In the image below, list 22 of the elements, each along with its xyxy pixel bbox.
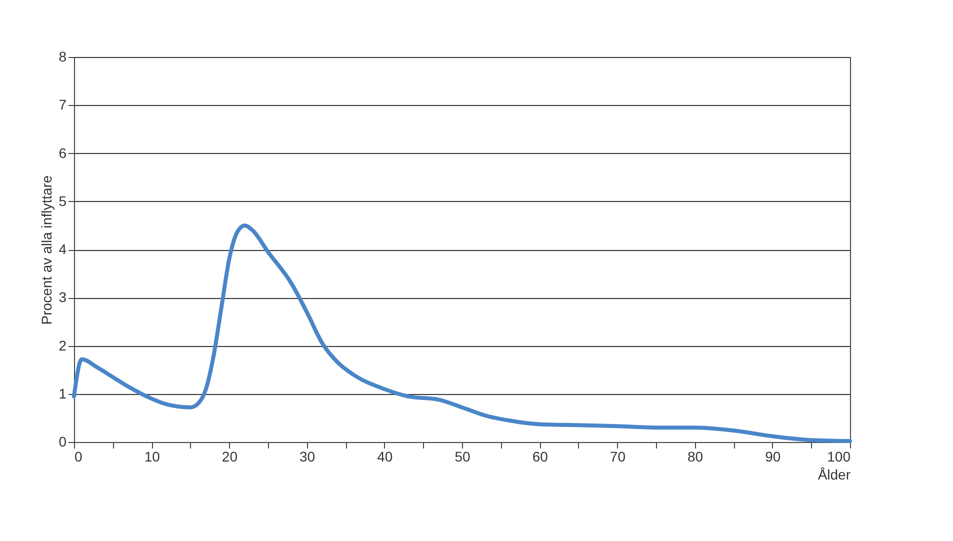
x-tick-label: 40 <box>377 448 393 464</box>
x-tick-label: 30 <box>300 448 316 464</box>
x-tick-label: 100 <box>827 448 851 464</box>
x-tick-label: 90 <box>765 448 781 464</box>
x-tick-label: 0 <box>74 448 82 464</box>
x-tick-label: 50 <box>454 448 470 464</box>
y-tick-label: 0 <box>58 434 67 450</box>
y-tick-label: 3 <box>58 289 67 306</box>
x-tick-label: 70 <box>610 448 626 464</box>
y-tick-label: 7 <box>58 96 67 113</box>
x-tick-label: 10 <box>144 448 160 464</box>
x-axis-title: Ålder <box>818 466 851 482</box>
y-tick-label: 4 <box>58 241 67 257</box>
y-tick-label: 6 <box>58 144 67 161</box>
x-tick-label: 20 <box>222 448 238 464</box>
y-tick-label: 8 <box>58 48 67 64</box>
y-tick-label: 2 <box>58 337 67 354</box>
y-tick-label: 5 <box>58 192 67 209</box>
y-tick-label: 1 <box>58 385 67 402</box>
x-tick-label: 80 <box>688 448 704 464</box>
x-tick-label: 60 <box>532 448 548 464</box>
y-axis-title: Procent av alla inflyttare <box>38 175 55 325</box>
